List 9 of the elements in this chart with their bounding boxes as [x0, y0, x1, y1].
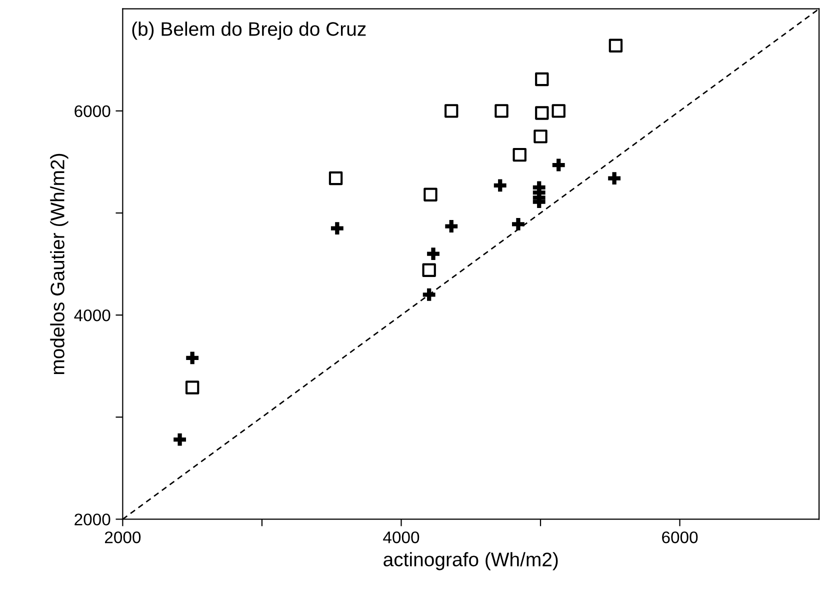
x-tick-label: 6000 — [662, 531, 698, 544]
x-axis-title: actinografo (Wh/m2) — [384, 552, 558, 570]
x-tick-label: 2000 — [104, 531, 141, 544]
y-tick-label: 2000 — [74, 514, 110, 526]
y-tick-label: 6000 — [74, 105, 110, 118]
y-axis-title: modelos Gautier (Wh/m2) — [50, 154, 68, 374]
text: (b) Belem do Brejo do Cruz — [132, 22, 366, 40]
x-tick-label: 4000 — [383, 531, 420, 544]
y-tick-label: 4000 — [74, 309, 110, 322]
